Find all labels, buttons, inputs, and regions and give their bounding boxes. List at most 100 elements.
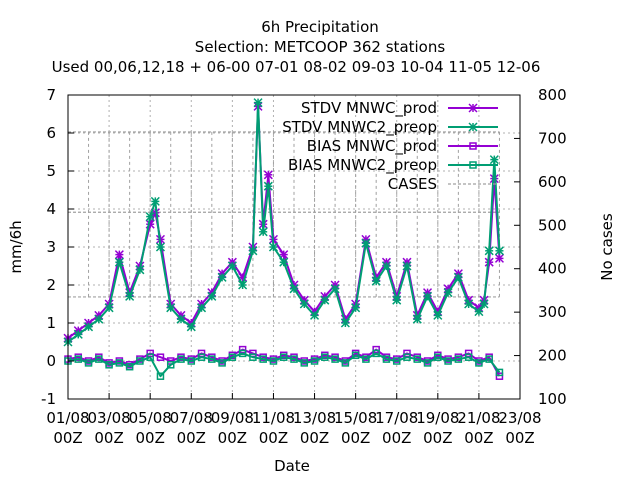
series-point [228,353,237,361]
series-point [166,361,175,369]
series-point [156,372,165,380]
series-point [253,98,263,108]
series-point [330,284,340,294]
series-line [67,101,501,343]
y2-tick-label: 400 [538,260,567,278]
series-point [495,372,504,380]
series-point [279,353,288,361]
series-point [263,170,273,180]
series-point [227,261,237,271]
series-point [494,246,504,256]
series-point [484,257,494,267]
series-point [105,361,113,369]
x-tick-label: 00Z [218,429,247,447]
y2-tick-label: 600 [538,173,567,191]
y-tick-label: 2 [46,276,56,294]
series-point [464,353,473,361]
x-tick-label: 19/08 [416,409,459,427]
y-tick-label: 7 [46,86,56,104]
legend-marker [469,142,477,150]
series-point [146,353,154,361]
series-point [290,355,298,363]
series-point [495,368,504,377]
series-point [258,227,268,237]
series-point [197,303,207,313]
series-point [423,291,433,301]
series-point [84,322,94,332]
x-tick-label: 00Z [135,429,164,447]
y2-tick-label: 100 [538,390,567,408]
series-point [289,284,299,294]
series-point [382,355,391,363]
y2-tick-label: 700 [538,129,567,147]
series-point [150,196,160,206]
series-point [145,212,155,222]
series-point [331,355,339,363]
series-point [259,355,267,363]
series-point [74,355,83,363]
legend-label: STDV MNWC_prod [301,99,437,118]
series-line [67,352,501,378]
series-line [67,105,501,340]
series-point [300,359,309,367]
series-point [249,353,257,361]
x-tick-label: 15/08 [334,409,377,427]
series-point [238,349,247,358]
cases-series [67,131,500,298]
x-tick-label: 11/08 [252,409,295,427]
y2-tick-label: 800 [538,86,567,104]
series-point [176,314,186,324]
x-tick-label: 03/08 [87,409,130,427]
series-point [453,272,463,282]
series-point [341,359,350,367]
series-point [485,355,493,363]
legend-label: BIAS MNWC_prod [307,137,437,156]
series-point [402,261,412,271]
series-point [392,295,402,305]
series-point [186,322,196,332]
series-point [73,329,83,339]
y-tick-label: 5 [46,162,56,180]
series-point [479,299,489,309]
x-tick-label: 00Z [505,429,534,447]
x-tick-label: 23/08 [498,409,541,427]
series-point [423,359,432,367]
series-point [361,238,371,248]
series-cases [67,131,500,298]
series-point [208,355,216,363]
series-point [403,353,411,361]
series-point [269,357,278,365]
series-point [321,353,329,361]
series-point [263,181,273,191]
series-point [392,357,401,365]
y-tick-label: 1 [46,314,56,332]
x-tick-label: 05/08 [129,409,172,427]
x-tick-label: 21/08 [457,409,500,427]
y-tick-label: 6 [46,124,56,142]
series-point [94,314,104,324]
series-point [125,291,135,301]
chart-used-line: Used 00,06,12,18 + 06-00 07-01 08-02 09-… [52,58,541,76]
y2-tick-label: 300 [538,303,567,321]
series-point [156,353,165,361]
y-tick-label: 0 [46,352,56,370]
legend-label: CASES [388,175,437,193]
y-tick-label: 4 [46,200,56,218]
x-tick-label: 01/08 [46,409,89,427]
series-point [464,299,474,309]
series-point [351,303,361,313]
x-tick-label: 00Z [177,429,206,447]
series-point [114,257,124,267]
series-point [248,246,258,256]
series-point [238,280,248,290]
series-line [67,348,501,377]
series-point [474,307,484,317]
y-axis-label: mm/6h [7,220,25,273]
series-point [351,351,360,360]
series-point [217,272,227,282]
series-group [63,98,504,380]
legend-label: STDV MNWC2_preop [282,118,437,137]
series-point [372,349,380,358]
